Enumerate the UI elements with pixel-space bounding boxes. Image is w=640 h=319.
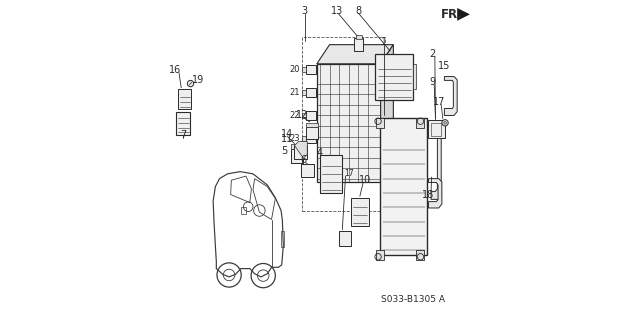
Text: FR.: FR.: [441, 8, 463, 21]
Bar: [178, 89, 191, 109]
Bar: [380, 118, 427, 255]
Bar: [303, 136, 307, 141]
Text: 23: 23: [289, 134, 300, 143]
Bar: [291, 144, 302, 149]
Bar: [303, 67, 307, 72]
Bar: [306, 134, 316, 143]
Bar: [317, 64, 381, 182]
Polygon shape: [444, 77, 457, 115]
Bar: [351, 198, 369, 226]
Text: 2: 2: [429, 48, 435, 59]
Text: 15: 15: [438, 61, 450, 71]
Polygon shape: [294, 142, 307, 158]
Text: 10: 10: [358, 175, 371, 185]
Bar: [416, 118, 424, 128]
Polygon shape: [457, 8, 470, 21]
Bar: [376, 250, 384, 260]
Text: 17: 17: [433, 97, 446, 107]
Text: 22: 22: [289, 111, 300, 120]
Text: S033-B1305 A: S033-B1305 A: [381, 295, 445, 304]
Bar: [356, 35, 362, 39]
Bar: [428, 120, 445, 138]
Text: 6: 6: [300, 155, 306, 165]
Text: 21: 21: [289, 88, 300, 97]
Text: 1: 1: [381, 37, 387, 47]
Text: 20: 20: [289, 65, 300, 74]
Bar: [241, 207, 246, 214]
Polygon shape: [431, 121, 441, 199]
Text: 7: 7: [180, 130, 187, 140]
Bar: [306, 65, 316, 74]
Bar: [281, 231, 284, 247]
Bar: [413, 64, 417, 89]
Bar: [376, 118, 384, 128]
Text: 4: 4: [317, 148, 323, 158]
Bar: [294, 145, 307, 159]
Bar: [416, 250, 424, 260]
Bar: [355, 38, 364, 51]
Text: 17: 17: [344, 169, 353, 178]
Text: 16: 16: [169, 65, 181, 75]
Text: 8: 8: [356, 6, 362, 16]
Bar: [431, 123, 440, 136]
Bar: [306, 127, 318, 139]
Text: 11: 11: [280, 134, 293, 145]
Bar: [291, 149, 303, 163]
Bar: [320, 155, 342, 193]
Text: 5: 5: [281, 145, 287, 156]
Bar: [306, 88, 316, 97]
Bar: [339, 231, 351, 246]
Text: 14: 14: [282, 129, 294, 139]
Bar: [177, 112, 190, 135]
Bar: [301, 164, 314, 177]
Bar: [375, 54, 413, 100]
Bar: [303, 113, 307, 118]
Text: 19: 19: [192, 75, 204, 85]
Text: 18: 18: [422, 189, 435, 200]
Circle shape: [188, 80, 194, 87]
Bar: [303, 90, 307, 95]
Polygon shape: [317, 45, 394, 64]
Bar: [306, 123, 318, 127]
Text: 13: 13: [330, 6, 342, 16]
Text: 12: 12: [296, 110, 308, 121]
Bar: [306, 111, 316, 120]
Circle shape: [442, 120, 448, 126]
Bar: [303, 37, 385, 211]
Bar: [291, 149, 302, 163]
Polygon shape: [428, 179, 442, 208]
Text: 9: 9: [430, 77, 436, 87]
Polygon shape: [381, 45, 394, 182]
Text: 3: 3: [301, 6, 308, 16]
